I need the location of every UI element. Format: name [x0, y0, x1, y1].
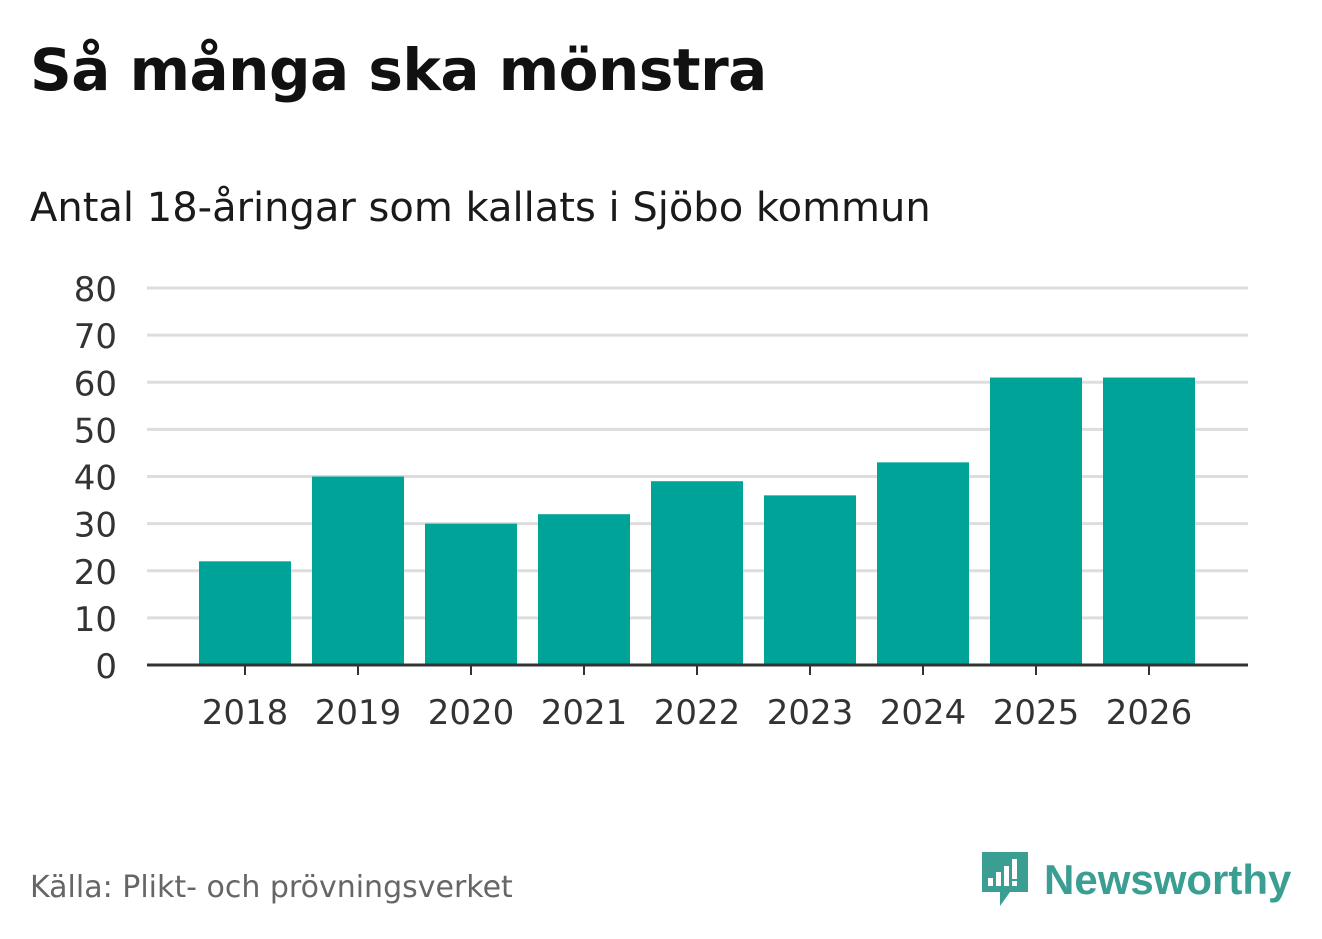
chart-subtitle: Antal 18-åringar som kallats i Sjöbo kom…: [30, 185, 931, 231]
x-tick-label: 2022: [654, 693, 741, 733]
x-tick-label: 2021: [541, 693, 628, 733]
x-tick-label: 2026: [1106, 693, 1193, 733]
bar-2026: [1103, 377, 1195, 665]
bar-2023: [764, 495, 856, 665]
y-tick-label: 80: [74, 270, 117, 310]
bar-2020: [425, 523, 517, 665]
x-tick-label: 2019: [315, 693, 402, 733]
x-tick-label: 2018: [202, 693, 289, 733]
brand-name: Newsworthy: [1044, 856, 1292, 903]
newsworthy-logo-icon: [982, 852, 1028, 906]
bar-2022: [651, 481, 743, 665]
x-tick-label: 2025: [993, 693, 1080, 733]
x-tick-label: 2024: [880, 693, 967, 733]
y-tick-label: 60: [74, 364, 117, 404]
y-axis-ticks: 0 10 20 30 40 50 60 70 80: [74, 270, 117, 687]
source-note: Källa: Plikt- och prövningsverket: [30, 870, 513, 905]
y-tick-label: 10: [74, 600, 117, 640]
y-tick-label: 50: [74, 411, 117, 451]
y-tick-label: 70: [74, 317, 117, 357]
chart-title: Så många ska mönstra: [30, 36, 767, 104]
bar-2025: [990, 377, 1082, 665]
y-tick-label: 0: [95, 647, 117, 687]
x-axis-ticks: 2018 2019 2020 2021 2022 2023 2024 2025 2026: [202, 665, 1193, 733]
bar-2021: [538, 514, 630, 665]
brand-logo[interactable]: Newsworthy: [980, 850, 1291, 910]
x-tick-label: 2020: [428, 693, 515, 733]
bar-2024: [877, 462, 969, 665]
y-tick-label: 40: [74, 459, 117, 499]
y-tick-label: 30: [74, 506, 117, 546]
bars: [199, 377, 1195, 665]
x-tick-label: 2023: [767, 693, 854, 733]
bar-2019: [312, 476, 404, 665]
bar-2018: [199, 561, 291, 665]
y-tick-label: 20: [74, 553, 117, 593]
